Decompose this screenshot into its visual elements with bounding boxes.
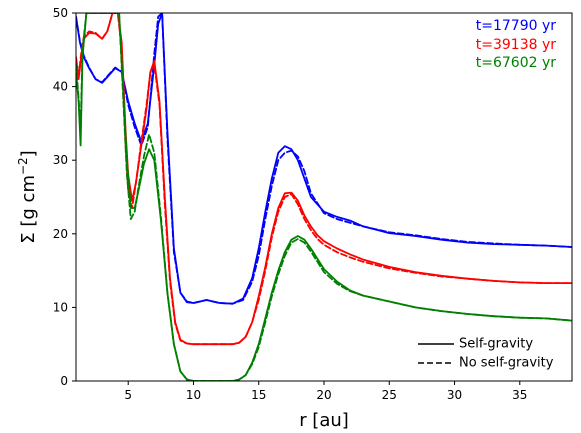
- y-tick-label: 50: [53, 6, 68, 20]
- x-tick-label: 35: [512, 388, 527, 402]
- time-label-3: t=67602 yr: [476, 55, 556, 71]
- x-tick-label: 5: [124, 388, 132, 402]
- legend: Self-gravity No self-gravity: [418, 337, 554, 371]
- y-axis: 0 10 20 30 40 50: [53, 6, 76, 388]
- series-line-5: [76, 13, 572, 381]
- legend-label-no-self-gravity: No self-gravity: [459, 356, 554, 371]
- x-tick-label: 10: [186, 388, 201, 402]
- x-tick-label: 20: [316, 388, 331, 402]
- time-labels: t=17790 yr t=39138 yr t=67602 yr: [476, 18, 556, 71]
- y-tick-label: 10: [53, 300, 68, 314]
- y-axis-label-main: Σ [g cm: [18, 175, 39, 244]
- time-label-1: t=17790 yr: [476, 18, 556, 34]
- x-axis: 5 10 15 20 25 30 35: [124, 381, 527, 402]
- series-line-4: [76, 13, 572, 346]
- legend-label-self-gravity: Self-gravity: [459, 337, 533, 352]
- y-tick-label: 0: [60, 374, 68, 388]
- y-axis-label-exponent: −2: [16, 157, 30, 175]
- x-tick-label: 30: [447, 388, 462, 402]
- y-tick-label: 40: [53, 80, 68, 94]
- time-label-2: t=39138 yr: [476, 37, 556, 53]
- y-tick-label: 20: [53, 227, 68, 241]
- y-tick-label: 30: [53, 153, 68, 167]
- x-axis-label: r [au]: [299, 410, 349, 431]
- x-tick-label: 25: [382, 388, 397, 402]
- series-layer: [76, 13, 572, 381]
- x-tick-label: 15: [251, 388, 266, 402]
- series-line-2: [76, 13, 572, 305]
- y-axis-label-close: ]: [18, 150, 39, 157]
- y-axis-label: Σ [g cm−2]: [16, 150, 39, 243]
